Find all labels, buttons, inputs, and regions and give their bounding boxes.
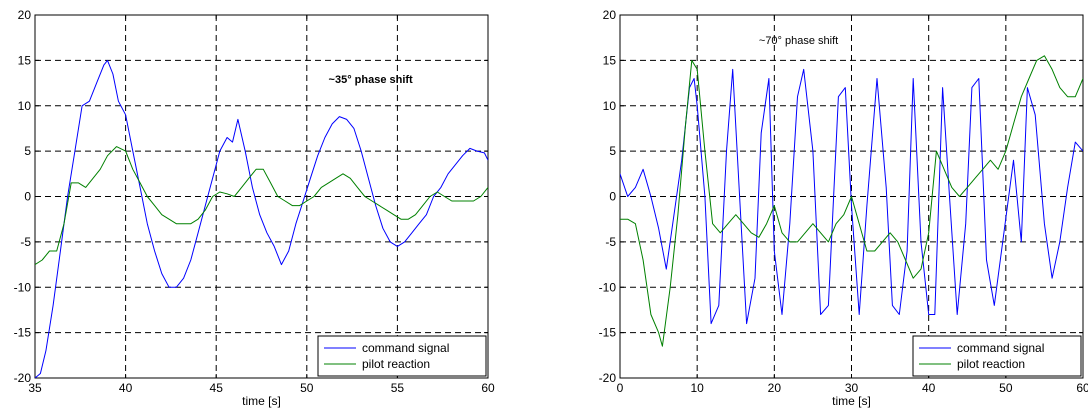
- x-tick-label: 35: [28, 381, 42, 395]
- y-tick-label: 10: [18, 99, 32, 113]
- x-tick-label: 45: [210, 381, 224, 395]
- phase-shift-annotation: ~70° phase shift: [759, 35, 838, 47]
- x-tick-label: 50: [300, 381, 314, 395]
- y-tick-label: -10: [14, 280, 32, 294]
- x-tick-label: 10: [690, 381, 704, 395]
- legend-box: [912, 335, 1082, 377]
- x-axis-label: time [s]: [242, 394, 281, 408]
- x-tick-label: 60: [1076, 381, 1088, 395]
- y-tick-label: 15: [603, 53, 617, 67]
- series-pilot-reaction-line: [620, 55, 1083, 347]
- legend-label: command signal: [362, 341, 449, 355]
- y-tick-label: -20: [599, 371, 617, 385]
- chart-2: 0 10 20 30 40 50 60 -20 -15 -10 -5 0 5 10 15 20 ~70° pha…: [599, 8, 1088, 408]
- x-tick-label: 30: [845, 381, 859, 395]
- y-tick-label: 5: [609, 144, 616, 158]
- y-tick-label: -15: [14, 326, 32, 340]
- x-tick-label: 60: [481, 381, 495, 395]
- phase-shift-annotation: ~35° phase shift: [329, 74, 414, 86]
- x-tick-label: 20: [768, 381, 782, 395]
- y-tick-label: 20: [603, 8, 617, 22]
- legend-label: pilot reaction: [362, 357, 430, 371]
- y-tick-label: 5: [24, 144, 31, 158]
- y-tick-label: -10: [599, 280, 617, 294]
- legend-box: [317, 335, 487, 377]
- series-command-signal-line: [35, 59, 488, 378]
- legend-label: pilot reaction: [957, 357, 1025, 371]
- y-tick-label: 10: [603, 99, 617, 113]
- series-command-signal-line: [620, 68, 1083, 325]
- y-tick-label: 0: [609, 190, 616, 204]
- y-tick-label: -5: [605, 235, 616, 249]
- y-tick-label: -20: [14, 371, 32, 385]
- chart-1: 35 40 45 50 55 60 -20 -15 -10 -5 0 5 10 15 20 ~35° phas…: [14, 8, 495, 408]
- x-tick-label: 40: [922, 381, 936, 395]
- y-tick-label: -15: [599, 326, 617, 340]
- x-tick-label: 0: [617, 381, 624, 395]
- x-axis-label: time [s]: [832, 394, 871, 408]
- y-tick-label: -5: [20, 235, 31, 249]
- y-tick-label: 0: [24, 190, 31, 204]
- x-tick-label: 40: [119, 381, 133, 395]
- y-tick-label: 15: [18, 53, 32, 67]
- legend-label: command signal: [957, 341, 1044, 355]
- series-pilot-reaction-line: [35, 146, 488, 266]
- x-tick-label: 55: [391, 381, 405, 395]
- y-tick-label: 20: [18, 8, 32, 22]
- x-tick-label: 50: [999, 381, 1013, 395]
